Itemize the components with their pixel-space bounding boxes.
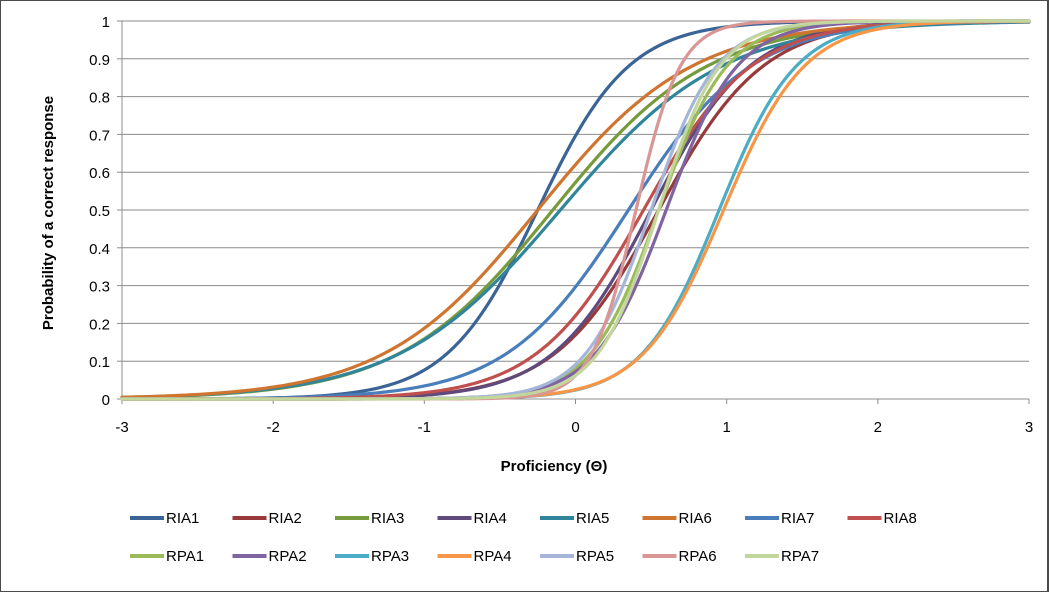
legend-label: RIA6 [679,510,712,527]
y-tick-label: 0.6 [89,165,110,182]
x-tick-label: -1 [418,419,431,436]
legend-label: RPA2 [269,548,307,565]
y-tick-label: 0.2 [89,316,110,333]
legend-label: RIA2 [269,510,302,527]
legend-item-ria8: RIA8 [847,510,917,527]
y-tick-label: 0.8 [89,90,110,107]
y-axis-label: Probability of a correct response [40,96,57,330]
x-tick-label: 3 [1025,419,1033,436]
x-tick-label: -3 [115,419,128,436]
y-tick-label: 0 [102,392,110,409]
legend-item-rpa7: RPA7 [745,548,819,565]
y-tick-label: 0.1 [89,354,110,371]
legend-item-ria5: RIA5 [540,510,609,527]
legend-item-ria4: RIA4 [437,510,507,527]
legend-item-rpa2: RPA2 [232,548,307,565]
x-tick-label: 2 [874,419,882,436]
x-tick-label: 0 [571,419,579,436]
y-tick-label: 1 [102,14,110,31]
legend-label: RPA5 [576,548,614,565]
legend-label: RIA3 [371,510,404,527]
legend-item-rpa6: RPA6 [642,548,717,565]
legend-item-rpa5: RPA5 [540,548,614,565]
x-axis-label: Proficiency (Θ) [501,458,608,475]
legend-item-ria1: RIA1 [130,510,199,527]
series-group [120,19,1031,401]
legend-item-rpa4: RPA4 [437,548,512,565]
legend-label: RPA6 [679,548,717,565]
y-tick-label: 0.9 [89,52,110,69]
legend-label: RPA7 [781,548,819,565]
legend-label: RIA5 [576,510,609,527]
y-tick-label: 0.5 [89,203,110,220]
axes [117,20,1030,404]
legend-item-ria2: RIA2 [232,510,302,527]
legend-label: RIA4 [474,510,507,527]
series-line-ria6 [120,20,1031,399]
legend-item-rpa1: RPA1 [130,548,204,565]
x-tick-label: -2 [266,419,279,436]
legend: RIA1 RIA2 RIA3 RIA4 RIA5 RIA6 RIA7 RIA8 RPA1 RPA2… [130,510,917,565]
legend-item-ria7: RIA7 [745,510,814,527]
legend-item-ria3: RIA3 [335,510,404,527]
y-tick-label: 0.3 [89,279,110,296]
x-tick-label: 1 [722,419,730,436]
legend-label: RPA3 [371,548,409,565]
legend-item-ria6: RIA6 [642,510,712,527]
y-tick-label: 0.4 [89,241,110,258]
legend-label: RIA8 [884,510,917,527]
legend-label: RIA7 [781,510,814,527]
legend-label: RPA1 [166,548,204,565]
series-line-rpa7 [120,19,1031,401]
legend-label: RIA1 [166,510,199,527]
tick-labels: 0 0.1 0.2 0.3 0.4 0.5 0.6 0.7 0.8 0.9 1 -3 -2 -1 0 1 2 3 [89,14,1033,436]
legend-item-rpa3: RPA3 [335,548,409,565]
legend-label: RPA4 [474,548,512,565]
y-tick-label: 0.7 [89,127,110,144]
